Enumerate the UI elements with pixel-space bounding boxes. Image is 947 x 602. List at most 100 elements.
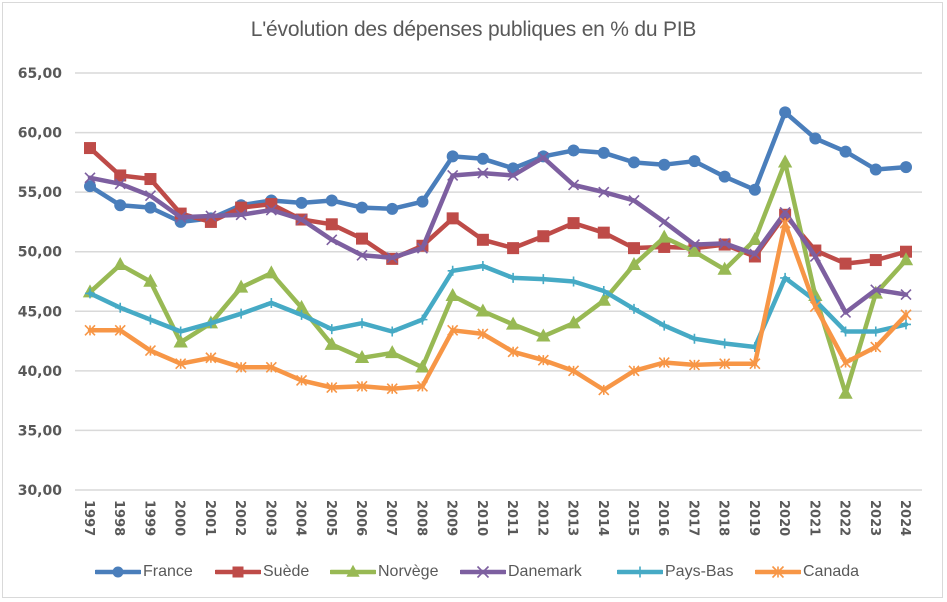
data-point-pays-bas [326,324,337,335]
x-axis-tick-labels: 1997 1998 1999 2000 2001 2002 2003 2004 2005 2006… [81,500,912,536]
legend-marker-canada [771,565,785,579]
y-tick-label: 40,00 [18,364,63,380]
series-canada [84,217,912,396]
data-point-canada [598,384,610,396]
data-point-canada [295,374,308,386]
series-line-pays-bas [87,263,909,350]
data-point-canada [175,358,187,370]
legend-swatch-su-de [215,566,261,578]
data-point-canada [114,324,126,336]
data-point-france [567,144,580,157]
data-point-pays-bas [870,326,881,337]
data-point-danemark [447,169,459,182]
data-point-france [295,196,308,209]
data-point-canada [628,365,640,377]
legend-item-norv-ge: Norvège [330,561,438,583]
legend-item-su-de: Suède [215,561,309,583]
data-point-canada [507,346,519,358]
legend-swatch-danemark [460,565,506,579]
data-point-pays-bas [175,326,186,337]
data-point-pays-bas [568,276,579,287]
y-axis-tick-labels: 30,00 35,00 40,00 45,00 50,00 55,00 60,00 65,00 [18,66,63,499]
data-point-danemark [416,242,429,254]
legend-swatch-pays-bas [617,566,663,578]
data-point-danemark [265,204,277,216]
data-point-norv-ge [445,287,460,301]
data-point-france [446,150,459,163]
y-tick-label: 35,00 [18,423,63,439]
data-point-danemark [326,234,338,246]
x-tick-label: 2006 [353,500,368,536]
data-point-canada [84,324,96,336]
data-point-su-de [537,230,550,243]
chart-title: L'évolution des dépenses publiques en % … [250,18,697,41]
data-point-su-de [597,226,610,239]
data-point-pays-bas [598,286,609,297]
x-tick-label: 2003 [262,500,277,536]
series-line-france [87,110,909,225]
data-point-pays-bas [417,314,428,325]
data-point-su-de [476,233,489,246]
data-point-pays-bas [538,274,549,285]
data-point-norv-ge [294,299,309,313]
data-point-danemark [295,213,308,226]
data-point-canada [900,309,912,321]
data-point-norv-ge [747,232,763,245]
data-point-france [84,180,96,193]
data-point-pays-bas [115,302,126,313]
data-point-danemark [839,306,852,319]
data-point-danemark [84,172,96,184]
legend-swatch-france [95,566,141,578]
legend: France Suède Norvège Danemark Pays-Bas Canada [0,561,947,583]
data-point-france [144,201,157,214]
data-point-danemark [628,194,640,207]
data-point-pays-bas [780,272,791,283]
data-point-norv-ge [687,243,702,257]
data-point-france [386,202,399,215]
x-tick-label: 2016 [655,500,670,536]
data-point-su-de [325,218,338,231]
data-point-france [688,155,701,168]
x-tick-label: 2014 [595,500,610,536]
data-point-pays-bas [689,333,700,344]
data-point-canada [235,361,247,373]
x-tick-label: 2010 [474,500,489,536]
data-point-france [658,158,671,171]
data-point-canada [658,356,670,369]
data-point-su-de [658,240,671,253]
data-point-canada [144,345,157,357]
data-point-danemark [235,209,247,221]
x-tick-label: 2002 [232,500,247,536]
legend-label: France [143,563,193,580]
series-pays-bas [85,261,911,353]
data-point-canada [749,358,761,370]
gridlines [75,72,922,491]
data-point-norv-ge [233,279,249,293]
legend-item-pays-bas: Pays-Bas [617,561,733,583]
data-point-pays-bas [508,272,519,283]
data-point-danemark [144,190,157,202]
legend-marker-danemark [476,565,490,579]
data-point-danemark [507,169,519,182]
data-point-pays-bas [719,338,730,349]
data-point-norv-ge [626,257,642,271]
data-point-pays-bas [85,288,95,299]
data-point-danemark [870,284,882,296]
data-point-canada [779,217,791,229]
data-point-norv-ge [113,257,128,271]
data-point-france [718,170,731,183]
data-point-france [476,152,489,165]
x-tick-label: 2024 [897,500,912,536]
x-tick-label: 1998 [111,500,126,536]
data-point-danemark [205,210,217,222]
x-tick-label: 2000 [172,500,187,536]
data-point-norv-ge [505,316,521,330]
x-tick-label: 2023 [867,500,882,536]
data-point-canada [205,352,217,364]
series-line-canada [87,220,909,393]
y-tick-label: 45,00 [18,304,63,320]
data-point-norv-ge [838,385,853,399]
data-point-france [900,161,912,174]
y-tick-label: 30,00 [18,483,63,499]
